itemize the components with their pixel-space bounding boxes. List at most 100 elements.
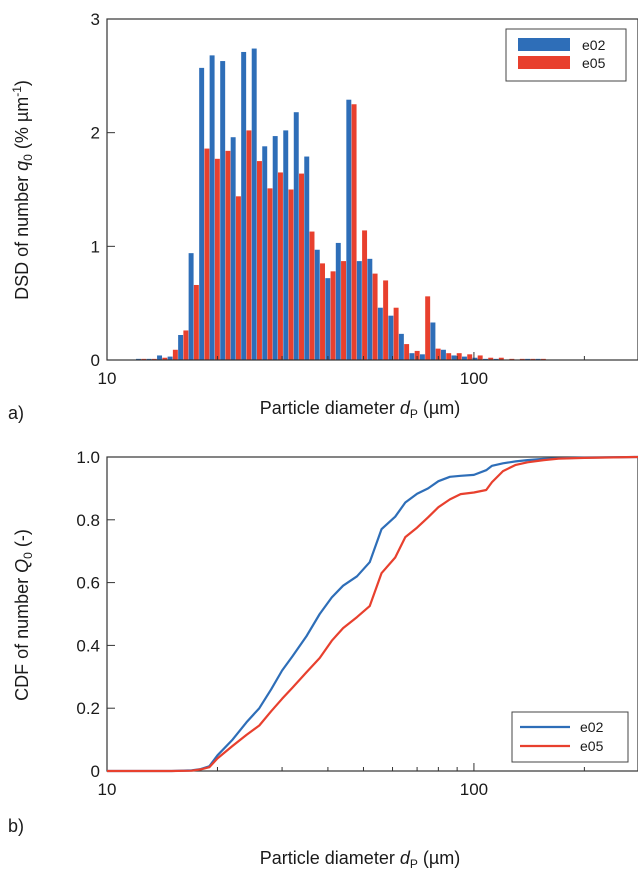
bar-e05 [383, 280, 389, 360]
bar-e05 [299, 173, 304, 360]
legend-label: e02 [580, 719, 604, 735]
bar-e02 [220, 61, 226, 360]
cdf-line-e05 [107, 455, 638, 773]
bar-e02 [283, 130, 289, 360]
bar-e05 [446, 353, 452, 360]
bar-e05 [456, 353, 462, 360]
legend-frame [511, 711, 629, 763]
bar-e02 [440, 349, 446, 360]
legend-swatch [518, 56, 570, 69]
bar-e02 [346, 99, 352, 360]
line-group [107, 455, 638, 773]
bar-e05 [435, 348, 441, 360]
bar-e02 [461, 356, 467, 360]
chart-panel-b: 10 100 0 0.2 0.4 0.6 0.8 1.0 CDF of number Q0 (… [8, 448, 638, 871]
bar-e05 [309, 231, 315, 360]
bar-group [136, 48, 546, 361]
bar-e05 [183, 330, 189, 360]
cdf-line-e02 [107, 455, 638, 773]
x-tick-label: 10 [98, 369, 117, 388]
bar-e02 [304, 156, 310, 360]
plot-frame [106, 456, 638, 772]
panel-label-a: a) [8, 403, 24, 423]
bar-e05 [372, 273, 378, 360]
x-axis-title: Particle diameter dP (µm) [260, 848, 460, 871]
panel-label-b: b) [8, 816, 24, 836]
bar-e02 [157, 355, 163, 360]
bar-e05 [267, 188, 273, 360]
bar-e05 [362, 230, 368, 360]
plot-frame [106, 18, 638, 361]
bar-e02 [293, 112, 299, 360]
bar-e05 [498, 357, 504, 360]
bar-e02 [262, 146, 268, 360]
bar-e02 [388, 315, 394, 360]
legend-label: e05 [582, 55, 606, 71]
bar-e05 [225, 150, 231, 360]
bar-e05 [330, 271, 336, 360]
bar-e02 [230, 137, 236, 360]
y-tick-label: 3 [91, 10, 100, 29]
bar-e02 [199, 67, 205, 361]
bar-e05 [393, 307, 399, 360]
bar-e02 [272, 136, 278, 360]
chart-panel-a: 10 100 0 1 2 3 DSD of number q0 (% µm-1) Part… [8, 10, 638, 423]
bar-e05 [256, 161, 262, 360]
x-tick-label: 10 [98, 780, 117, 799]
bar-e05 [193, 284, 199, 360]
x-tick-label: 100 [460, 780, 488, 799]
bar-e02 [398, 333, 404, 360]
bar-e05 [351, 104, 357, 360]
bar-e02 [325, 278, 331, 360]
bar-e02 [314, 249, 320, 360]
bar-e02 [167, 356, 173, 360]
y-tick-label: 0.2 [76, 699, 100, 718]
legend-frame [505, 28, 627, 82]
bar-e05 [488, 357, 494, 360]
y-tick-label: 0 [91, 351, 100, 370]
axes [106, 456, 638, 772]
y-axis-title: DSD of number q0 (% µm-1) [10, 80, 35, 300]
x-tick-label: 100 [460, 369, 488, 388]
tick-group: 10 100 0 1 2 3 [91, 10, 585, 388]
bar-e05 [172, 349, 178, 360]
bar-e05 [277, 172, 283, 360]
bar-e05 [320, 263, 325, 360]
axes [106, 18, 638, 361]
bar-e02 [335, 242, 341, 360]
bar-e02 [472, 357, 478, 360]
bar-e05 [288, 189, 294, 360]
x-axis-title: Particle diameter dP (µm) [260, 398, 460, 421]
bar-e05 [204, 148, 210, 360]
y-tick-label: 0.4 [76, 636, 100, 655]
bar-e05 [162, 357, 168, 360]
bar-e02 [178, 334, 184, 360]
y-tick-label: 1.0 [76, 448, 100, 467]
bar-e05 [477, 355, 483, 360]
bar-e02 [241, 51, 247, 361]
y-tick-label: 0.6 [76, 574, 100, 593]
bar-e02 [188, 253, 194, 360]
tick-group: 10 100 0 0.2 0.4 0.6 0.8 1.0 [76, 448, 585, 799]
bar-e02 [377, 307, 383, 360]
y-axis-title: CDF of number Q0 (-) [12, 529, 35, 701]
y-tick-label: 0.8 [76, 511, 100, 530]
bar-e05 [414, 350, 420, 360]
bar-e02 [451, 355, 457, 360]
bar-e02 [209, 55, 215, 361]
bar-e02 [251, 48, 257, 360]
legend-label: e05 [580, 738, 604, 754]
bar-e05 [246, 130, 252, 360]
bar-e02 [367, 258, 373, 360]
bar-e02 [419, 354, 425, 360]
legend-label: e02 [582, 37, 606, 53]
y-tick-label: 0 [91, 762, 100, 781]
legend-swatch [518, 38, 570, 51]
bar-e02 [430, 322, 436, 360]
bar-e05 [425, 296, 431, 360]
y-tick-label: 1 [91, 237, 100, 256]
bar-e02 [356, 261, 362, 360]
